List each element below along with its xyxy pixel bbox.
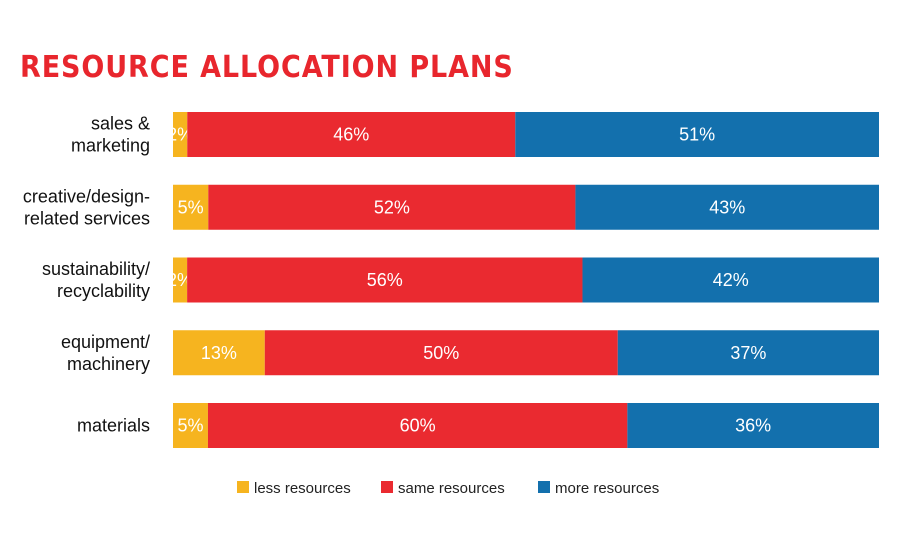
- bar-segment-less-3: [173, 330, 265, 376]
- bar-segment-more-3: [617, 330, 879, 376]
- category-labels: sales &marketing creative/design-related …: [23, 114, 150, 436]
- data-label-same-2: 56%: [367, 270, 403, 290]
- data-label-less-3: 13%: [201, 343, 237, 363]
- data-label-more-4: 36%: [735, 416, 771, 436]
- category-label-0-line-0: sales &: [91, 114, 150, 134]
- bar-segment-more-0: [515, 112, 879, 157]
- category-label-2-line-1: recyclability: [57, 281, 150, 301]
- data-label-same-1: 52%: [374, 197, 410, 217]
- data-label-same-4: 60%: [400, 416, 436, 436]
- data-label-more-1: 43%: [709, 197, 745, 217]
- legend-label-more: more resources: [555, 480, 659, 497]
- bar-segment-same-0: [187, 112, 516, 157]
- bar-segment-less-1: [173, 184, 209, 230]
- data-label-less-4: 5%: [177, 416, 203, 436]
- category-label-1-line-1: related services: [24, 208, 150, 228]
- bar-segment-same-2: [187, 257, 583, 303]
- bar-segment-more-4: [627, 403, 879, 448]
- data-label-less-2: 2%: [167, 270, 193, 290]
- bar-area: 2% 46% 51% 5% 52% 43% 2% 56% 42% 13% 50% 37% 5% 60% 36…: [167, 112, 879, 448]
- legend-swatch-more: [538, 481, 550, 493]
- category-label-3-line-1: machinery: [67, 354, 150, 374]
- category-label-1-line-0: creative/design-: [23, 186, 150, 206]
- legend-label-less: less resources: [254, 480, 351, 497]
- bar-segment-same-1: [208, 184, 576, 230]
- data-label-same-3: 50%: [423, 343, 459, 363]
- data-label-more-2: 42%: [713, 270, 749, 290]
- bar-segment-less-4: [173, 403, 208, 448]
- legend-swatch-less: [237, 481, 249, 493]
- legend-swatch-same: [381, 481, 393, 493]
- bar-segment-same-4: [207, 403, 628, 448]
- data-label-less-1: 5%: [178, 197, 204, 217]
- bar-segment-same-3: [264, 330, 618, 376]
- data-label-more-3: 37%: [730, 343, 766, 363]
- bar-segment-more-2: [582, 257, 879, 303]
- data-label-same-0: 46%: [333, 125, 369, 145]
- category-label-0-line-1: marketing: [71, 136, 150, 156]
- bar-segment-more-1: [575, 184, 879, 230]
- category-label-3-line-0: equipment/: [61, 332, 150, 352]
- data-label-less-0: 2%: [167, 125, 193, 145]
- bar-segment-less-2: [173, 257, 188, 303]
- bar-segment-less-0: [173, 112, 188, 157]
- chart-title: RESOURCE ALLOCATION PLANS: [20, 50, 514, 85]
- legend-label-same: same resources: [398, 480, 505, 497]
- legend: less resources same resources more resourc…: [237, 480, 659, 497]
- category-label-2-line-0: sustainability/: [42, 259, 150, 279]
- category-label-4-line-0: materials: [77, 416, 150, 436]
- data-label-more-0: 51%: [679, 125, 715, 145]
